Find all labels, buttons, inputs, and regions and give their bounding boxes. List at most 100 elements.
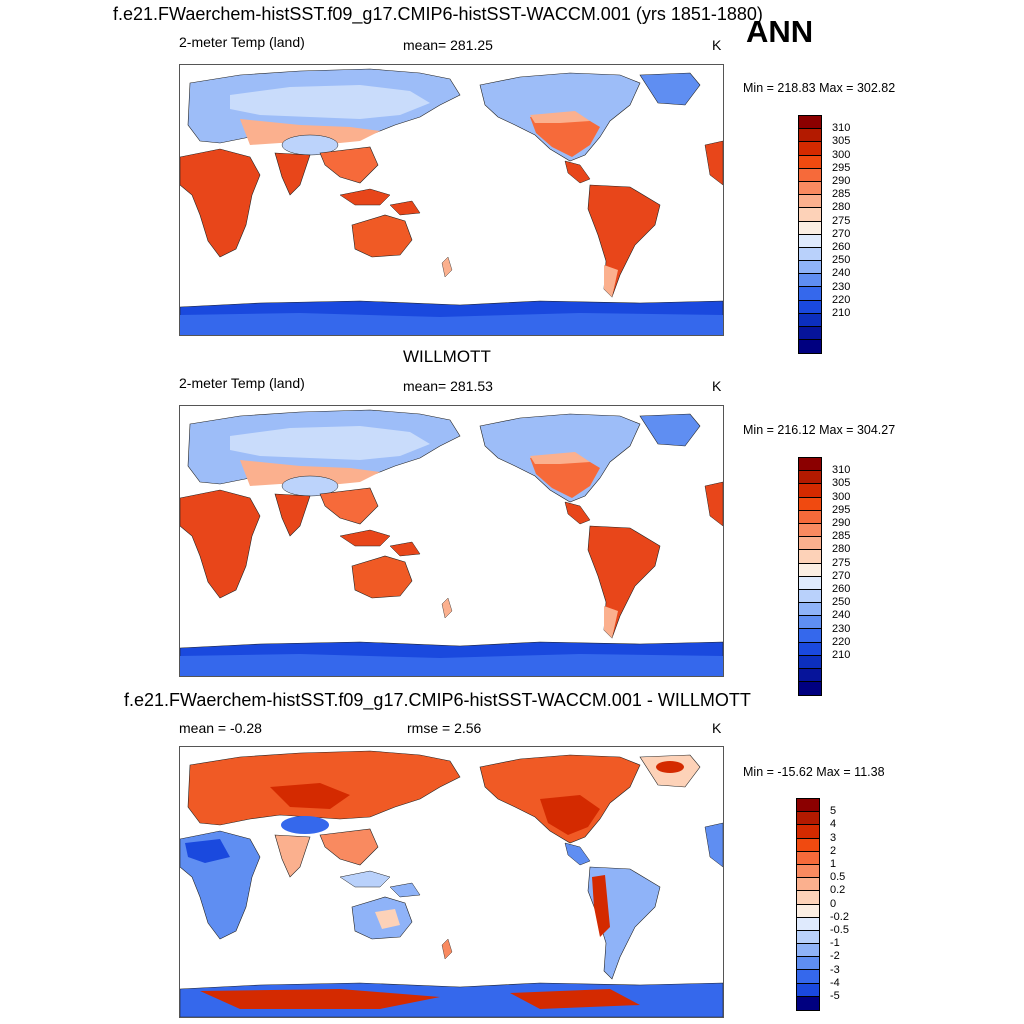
panel-model-colorbar-label: 210 [832,307,851,319]
panel-diff-map [179,746,724,1018]
panel-obs-colorbar-swatch [799,576,821,590]
panel-diff-colorbar-swatch [797,851,819,865]
panel-obs-colorbar-label: 290 [832,517,851,529]
panel-model-colorbar-label: 275 [832,214,851,227]
panel-model-minmax: Min = 218.83 Max = 302.82 [743,81,896,95]
panel-diff-colorbar-swatch [797,838,819,852]
panel-obs-colorbar [798,457,822,697]
panel-model-colorbar-swatch [799,129,821,143]
panel-model-colorbar-label: 260 [832,241,851,253]
season-label: ANN [746,14,814,49]
panel-obs-colorbar-swatch [799,616,821,630]
panel-obs-colorbar-label: 305 [832,477,851,490]
panel-diff-rmse: rmse = 2.56 [407,720,482,736]
panel-diff-colorbar-label: -4 [830,976,840,989]
panel-obs-colorbar-swatch [799,642,821,656]
panel-model-colorbar-label: 285 [832,188,851,201]
panel-obs-colorbar-swatch [799,589,821,604]
panel-model-colorbar-label: 270 [832,227,851,240]
panel-obs-colorbar-swatch [799,655,821,669]
panel-diff-colorbar-label: -1 [830,937,840,950]
panel-model-colorbar-swatch [799,247,821,262]
panel-obs-title: WILLMOTT [403,347,491,366]
panel-diff-colorbar-swatch [797,891,819,905]
panel-obs-colorbar-label: 275 [832,556,851,569]
panel-model-colorbar-swatch [799,274,821,288]
panel-model-title: f.e21.FWaerchem-histSST.f09_g17.CMIP6-hi… [113,4,763,24]
panel-diff-colorbar [796,798,820,1011]
panel-model-colorbar-swatch [799,116,821,130]
panel-model-units: K [712,37,722,53]
panel-diff-colorbar-label: -0.5 [830,924,849,936]
panel-diff-colorbar-label: 5 [830,805,837,818]
panel-model-colorbar-swatch [799,195,821,209]
panel-model-mean: mean= 281.25 [403,37,493,53]
panel-obs-colorbar-swatch [799,629,821,643]
panel-diff-colorbar-label: -2 [830,950,840,963]
panel-obs-colorbar-swatch [799,484,821,498]
panel-model-colorbar-label: 230 [832,280,851,293]
panel-diff-title: f.e21.FWaerchem-histSST.f09_g17.CMIP6-hi… [124,690,751,710]
panel-diff-mean: mean = -0.28 [179,720,262,736]
panel-diff-colorbar-label: 2 [830,844,837,857]
panel-obs-colorbar-swatch [799,458,821,472]
panel-obs-left-label: 2-meter Temp (land) [179,375,305,391]
panel-diff-colorbar-label: -3 [830,963,840,976]
panel-diff-colorbar-swatch [797,930,819,945]
panel-model-colorbar-label: 310 [832,122,851,135]
panel-diff-colorbar-label: 4 [830,818,837,831]
panel-diff-colorbar-swatch [797,799,819,813]
panel-obs-colorbar-label: 310 [832,464,851,477]
panel-obs-mean: mean= 281.53 [403,378,493,394]
panel-model-map [179,64,724,336]
panel-model-map-svg [180,68,723,335]
panel-diff-colorbar-swatch [797,825,819,839]
panel-diff-colorbar-swatch [797,878,819,892]
panel-diff-units: K [712,720,722,736]
panel-model-colorbar-swatch [799,300,821,314]
panel-diff-colorbar-swatch [797,944,819,958]
panel-obs-colorbar-label: 230 [832,622,851,635]
panel-diff-colorbar-swatch [797,996,819,1010]
panel-diff-colorbar-swatch [797,904,819,918]
panel-diff-map-svg [180,750,723,1017]
panel-model-colorbar-swatch [799,142,821,156]
panel-model-colorbar-label: 290 [832,175,851,187]
panel-obs-colorbar-swatch [799,537,821,551]
panel-diff-colorbar-label: 0.2 [830,884,846,897]
panel-obs-colorbar-label: 280 [832,543,851,556]
panel-model-colorbar-swatch [799,327,821,341]
panel-diff-colorbar-swatch [797,983,819,997]
panel-obs-colorbar-swatch [799,471,821,485]
panel-model-colorbar-label: 280 [832,201,851,214]
panel-obs-colorbar-swatch [799,510,821,524]
panel-obs-colorbar-label: 295 [832,503,851,516]
panel-diff-colorbar-label: 0.5 [830,871,846,884]
panel-model-colorbar-swatch [799,221,821,235]
panel-model-colorbar-swatch [799,155,821,169]
panel-obs-colorbar-label: 250 [832,596,851,609]
panel-model-colorbar-label: 305 [832,135,851,148]
panel-obs-colorbar-label: 210 [832,649,851,661]
panel-model-colorbar-label: 240 [832,267,851,280]
panel-obs-colorbar-label: 220 [832,635,851,648]
panel-obs-units: K [712,378,722,394]
panel-obs-colorbar-swatch [799,563,821,577]
panel-model-colorbar-swatch [799,208,821,222]
panel-obs-colorbar-label: 260 [832,583,851,595]
panel-model-colorbar-label: 220 [832,293,851,306]
panel-model-colorbar-swatch [799,287,821,301]
panel-model-colorbar [798,115,822,355]
panel-model-colorbar-label: 295 [832,161,851,174]
panel-obs-colorbar-swatch [799,523,821,538]
panel-obs-colorbar-swatch [799,682,821,696]
panel-obs-colorbar-label: 270 [832,569,851,582]
panel-diff-colorbar-label: 1 [830,858,837,870]
panel-model-colorbar-swatch [799,340,821,354]
panel-diff-colorbar-swatch [797,957,819,971]
panel-obs-colorbar-swatch [799,497,821,511]
panel-obs-map-svg [180,409,723,676]
panel-diff-colorbar-label: 0 [830,897,837,910]
panel-diff-colorbar-label: -0.2 [830,910,849,923]
panel-model-colorbar-label: 250 [832,254,851,267]
